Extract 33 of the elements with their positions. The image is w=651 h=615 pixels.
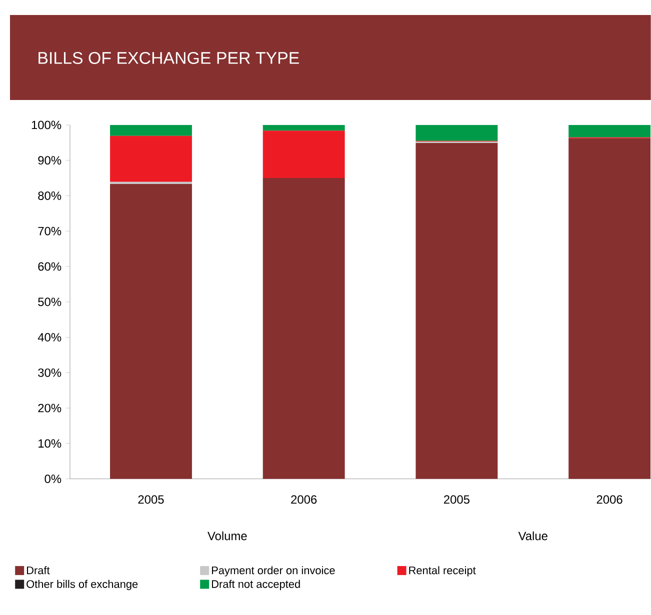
bar: [110, 136, 192, 182]
y-tick-label: 0%: [44, 474, 62, 484]
bar: [568, 125, 650, 138]
y-tick-label: 30%: [38, 368, 62, 377]
legend-label: Draft: [26, 566, 50, 574]
y-tick-label: 60%: [38, 262, 62, 271]
text: Volume: [208, 532, 247, 540]
text: Value: [518, 532, 548, 540]
bar: [262, 178, 345, 479]
bar: [110, 125, 192, 136]
y-tick-label: 50%: [38, 298, 62, 306]
legend-label: Payment order on invoice: [212, 566, 335, 576]
x-tick-label: 2006: [291, 495, 317, 504]
legend-label: Rental receipt: [409, 566, 476, 576]
x-tick-label: 2005: [444, 495, 470, 504]
chart-title: BILLS OF EXCHANGE PER TYPE: [38, 52, 299, 64]
y-tick-label: 10%: [38, 439, 62, 448]
x-tick-label: 2006: [596, 495, 622, 504]
y-tick-label: 70%: [38, 226, 62, 236]
y-tick-label: 100%: [32, 120, 62, 130]
legend-label: Draft not accepted: [212, 580, 300, 590]
y-tick-label: 80%: [38, 192, 62, 200]
bar: [568, 138, 650, 479]
y-tick-label: 90%: [38, 156, 62, 165]
bar: [262, 125, 345, 131]
x-tick-label: 2005: [138, 495, 164, 504]
y-tick-label: 40%: [38, 333, 62, 342]
bar: [416, 143, 498, 479]
bar: [416, 125, 498, 141]
bar: [262, 130, 345, 178]
legend-label: Other bills of exchange: [26, 580, 138, 590]
bar: [110, 184, 192, 479]
y-tick-label: 20%: [38, 404, 62, 412]
